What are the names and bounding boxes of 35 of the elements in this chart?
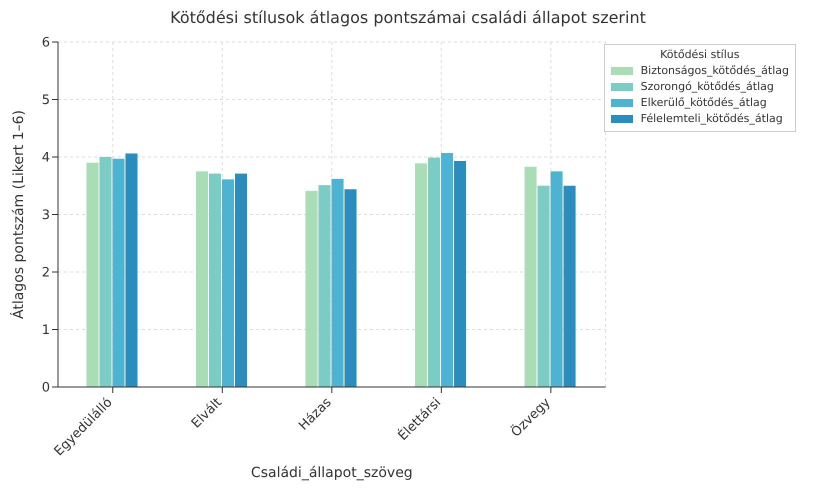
legend-label: Szorongó_kötődés_átlag	[640, 80, 774, 93]
bar	[538, 186, 550, 387]
legend-label: Félelemteli_kötődés_átlag	[640, 112, 783, 125]
bar	[222, 179, 234, 387]
bar	[550, 171, 563, 387]
bar	[196, 171, 208, 387]
bar	[86, 162, 98, 387]
x-axis-title: Családi_állapot_szöveg	[250, 465, 413, 481]
bar	[125, 154, 138, 387]
bar	[441, 152, 454, 387]
bar	[332, 178, 344, 387]
legend-title: Kötődési stílus	[659, 48, 740, 61]
legend-label: Elkerülő_kötődés_átlag	[640, 96, 767, 109]
bar	[564, 186, 576, 387]
bar	[112, 158, 124, 387]
y-tick-label: 0	[42, 380, 50, 396]
bar	[344, 189, 357, 387]
bar	[415, 163, 428, 387]
bar	[454, 161, 466, 387]
y-tick-label: 2	[42, 266, 50, 281]
y-tick-label: 6	[42, 36, 50, 51]
chart-title: Kötődési stílusok átlagos pontszámai családi állapot szerint	[169, 8, 647, 29]
bar	[306, 190, 318, 387]
bar	[428, 158, 440, 387]
bar	[524, 166, 537, 387]
bar	[318, 185, 331, 387]
y-tick-label: 1	[42, 323, 50, 338]
y-tick-label: 3	[42, 208, 50, 224]
bar	[99, 157, 112, 387]
bar	[209, 174, 221, 387]
y-tick-label: 4	[42, 150, 50, 166]
legend-label: Biztonságos_kötődés_átlag	[640, 64, 789, 77]
y-tick-label: 5	[42, 93, 50, 108]
bar	[235, 174, 247, 387]
y-axis-title: Átlagos pontszám (Likert 1–6)	[10, 110, 27, 319]
